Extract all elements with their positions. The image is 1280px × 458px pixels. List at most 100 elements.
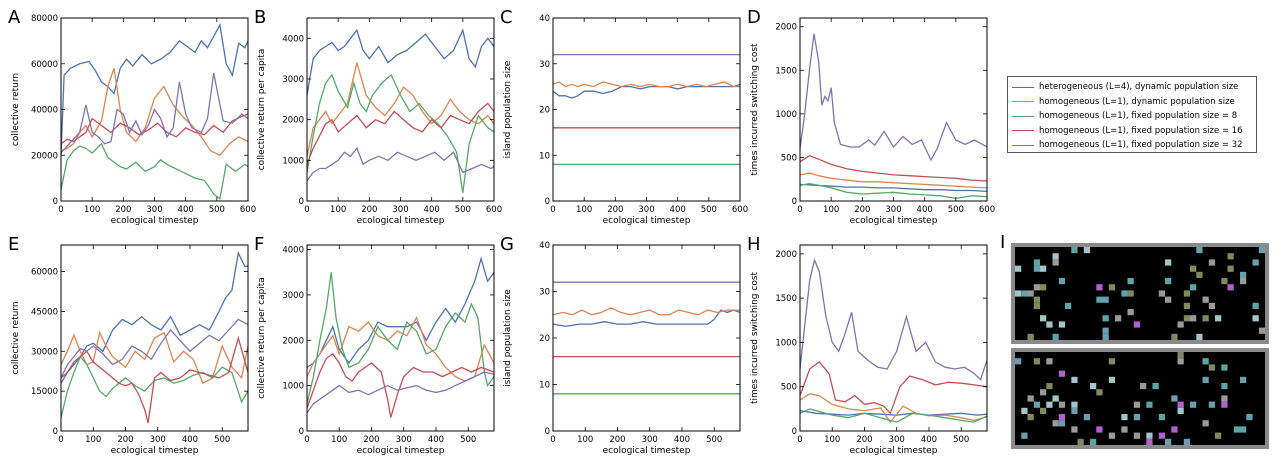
x-axis-label: ecological timestep <box>850 216 938 226</box>
y-tick-label: 1000 <box>282 382 304 392</box>
y-tick-label: 0 <box>299 427 304 437</box>
legend-swatch <box>1012 144 1034 146</box>
grid-cell <box>1096 389 1103 396</box>
grid-cell <box>1208 259 1216 266</box>
y-tick-label: 2000 <box>282 116 304 126</box>
grid-cell <box>1177 358 1184 365</box>
y-tick-label: 1500 <box>775 66 797 76</box>
axes-frame <box>799 17 988 202</box>
grid-cell <box>1083 414 1091 421</box>
x-axis-label: ecological timestep <box>603 446 691 456</box>
x-tick-label: 300 <box>392 205 408 215</box>
grid-cell <box>1046 401 1053 408</box>
x-tick-label: 400 <box>921 435 937 445</box>
grid-cell <box>1240 271 1247 278</box>
grid-cell <box>1077 438 1084 445</box>
x-tick-label: 500 <box>948 205 964 215</box>
series-line <box>61 250 248 384</box>
grid-cell <box>1052 259 1059 266</box>
series-line <box>61 335 248 424</box>
grid-cell <box>1046 383 1053 390</box>
series-line <box>307 371 494 414</box>
grid-cell <box>1177 352 1184 359</box>
grid-cell <box>1146 432 1153 439</box>
panel-H: H 0 100 200 300 400 500 0 500 1000 1500 2000 ecologi… <box>747 234 988 456</box>
series-line <box>307 352 494 418</box>
grid-cell <box>1108 376 1116 383</box>
panel-C: C 0 100 200 300 400 500 600 0 10 20 30 40 ecological … <box>500 7 748 226</box>
y-axis-label: collective return per capita <box>257 277 267 399</box>
grid-cell <box>1227 265 1234 272</box>
grid-cell <box>1021 407 1028 414</box>
grid-cell <box>1033 259 1041 266</box>
x-tick-label: 0 <box>304 435 309 445</box>
grid-cell <box>1015 265 1022 272</box>
x-axis-label: ecological timestep <box>111 446 199 456</box>
grid-cell <box>1102 333 1109 340</box>
y-axis-label: times incurred switching cost <box>750 271 760 404</box>
grid-cell <box>1202 296 1209 303</box>
grid-cell <box>1133 432 1141 439</box>
y-tick-label: 1000 <box>282 156 304 166</box>
series-line <box>307 102 494 165</box>
grid-cell <box>1190 401 1197 408</box>
grid-cell <box>1227 253 1234 260</box>
grid-cell <box>1127 278 1134 285</box>
grid-cell <box>1071 247 1078 254</box>
x-tick-label: 300 <box>638 205 654 215</box>
series-line <box>800 258 987 381</box>
grid-cell <box>1202 376 1209 383</box>
y-tick-label: 10 <box>539 151 550 161</box>
y-tick-label: 4000 <box>282 246 304 256</box>
panel-A: A 0 100 200 300 400 500 600 0 20000 40000 60000 8000… <box>8 7 256 226</box>
grid-cell <box>1052 333 1059 340</box>
grid-cell <box>1165 259 1172 266</box>
grid-cell <box>1102 296 1109 303</box>
grid-cell <box>1033 265 1041 272</box>
grid-cell <box>1052 420 1059 427</box>
grid-cell <box>1065 302 1072 309</box>
grid-cell <box>1015 290 1022 297</box>
legend-entry: homogeneous (L=1), fixed population size… <box>1012 124 1252 139</box>
grid-cell <box>1196 333 1203 340</box>
y-tick-label: 60000 <box>31 60 58 70</box>
y-tick-label: 4000 <box>282 34 304 44</box>
x-tick-label: 200 <box>361 205 377 215</box>
x-tick-label: 100 <box>330 205 346 215</box>
grid-cell <box>1083 247 1091 254</box>
x-tick-label: 0 <box>797 435 802 445</box>
y-tick-label: 1500 <box>775 294 797 304</box>
panel-letter: G <box>500 234 514 255</box>
y-tick-label: 15000 <box>31 387 58 397</box>
series-line <box>800 33 987 162</box>
x-axis-label: ecological timestep <box>357 216 445 226</box>
legend-label: heterogeneous (L=4), dynamic population … <box>1039 82 1239 93</box>
y-axis-label: collective return <box>11 73 21 146</box>
grid-cell <box>1252 315 1259 322</box>
grid-cell <box>1115 315 1122 322</box>
y-tick-label: 0 <box>792 427 797 437</box>
x-tick-label: 500 <box>209 205 225 215</box>
panel-letter: C <box>500 7 513 28</box>
island-grid-top-cells <box>1015 247 1266 340</box>
grid-cell <box>1196 247 1203 254</box>
x-tick-label: 300 <box>150 435 166 445</box>
y-tick-label: 500 <box>781 153 797 163</box>
x-tick-label: 0 <box>797 205 802 215</box>
series-line <box>61 142 248 200</box>
grid-cell <box>1240 426 1247 433</box>
island-grid-top <box>1011 243 1269 344</box>
legend-entry: homogeneous (L=1), fixed population size… <box>1012 138 1252 153</box>
x-tick-label: 500 <box>214 435 230 445</box>
grid-cell <box>1146 438 1153 445</box>
y-tick-label: 0 <box>545 197 550 207</box>
grid-cell <box>1108 432 1116 439</box>
x-tick-label: 500 <box>455 205 471 215</box>
grid-cell <box>1133 401 1141 408</box>
grid-cell <box>1058 321 1066 328</box>
x-tick-label: 400 <box>428 435 444 445</box>
x-tick-label: 0 <box>304 205 309 215</box>
grid-cell <box>1152 383 1159 390</box>
grid-cell <box>1033 401 1041 408</box>
